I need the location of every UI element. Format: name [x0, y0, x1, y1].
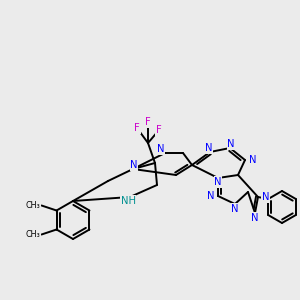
Text: N: N — [130, 160, 138, 170]
Text: N: N — [262, 192, 269, 202]
Text: NH: NH — [121, 196, 136, 206]
Text: N: N — [206, 191, 214, 201]
Text: N: N — [214, 177, 222, 187]
Text: N: N — [249, 155, 256, 165]
Text: N: N — [205, 143, 213, 153]
Text: F: F — [145, 117, 151, 127]
Text: N: N — [251, 213, 259, 223]
Text: N: N — [231, 204, 239, 214]
Text: F: F — [156, 125, 162, 135]
Text: N: N — [157, 144, 164, 154]
Text: N: N — [227, 139, 235, 149]
Text: CH₃: CH₃ — [26, 230, 40, 239]
Text: CH₃: CH₃ — [26, 201, 40, 210]
Text: F: F — [134, 123, 140, 133]
